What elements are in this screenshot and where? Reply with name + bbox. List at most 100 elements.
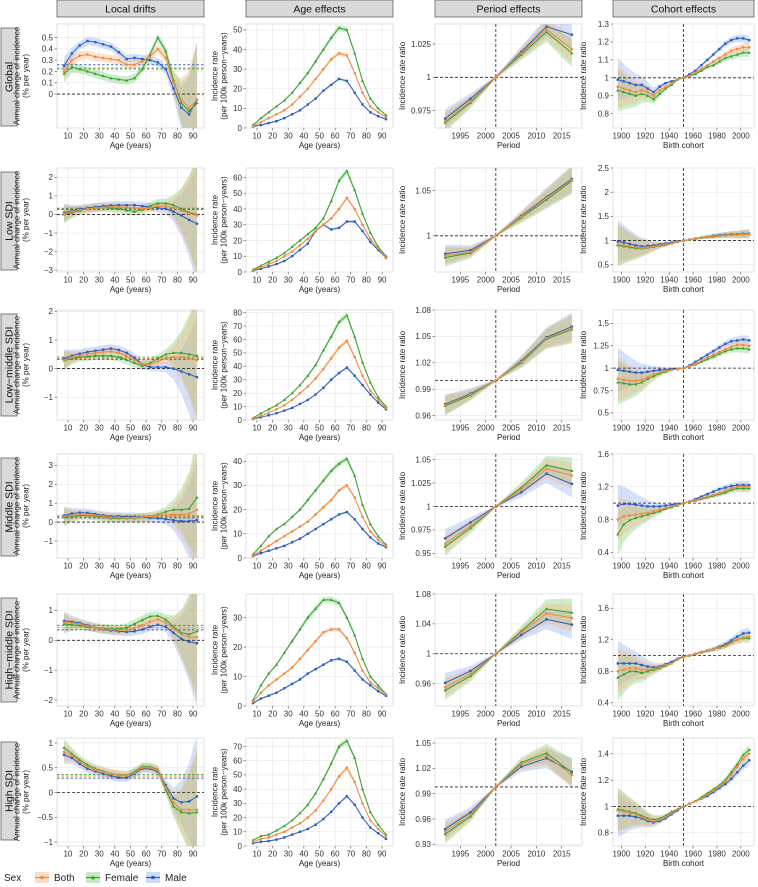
data-point-female bbox=[179, 207, 183, 210]
data-point-both bbox=[724, 644, 727, 648]
x-tick-label: 30 bbox=[284, 850, 293, 859]
x-tick-label: 30 bbox=[284, 710, 293, 719]
data-point-both bbox=[376, 247, 380, 250]
data-point-both bbox=[298, 525, 302, 528]
data-point-female bbox=[337, 320, 341, 324]
data-point-male bbox=[148, 365, 152, 369]
series-line-both bbox=[252, 484, 387, 557]
data-point-both bbox=[570, 616, 574, 620]
data-point-female bbox=[628, 382, 632, 386]
row-title-low-sdi: Low SDI bbox=[4, 201, 16, 241]
x-axis-label: Age (years) bbox=[299, 571, 341, 580]
data-point-male bbox=[330, 228, 333, 231]
data-point-female bbox=[156, 614, 160, 617]
y-axis-label: Incidence rate ratio bbox=[398, 185, 407, 254]
x-tick-label: 1900 bbox=[612, 424, 630, 433]
data-point-male bbox=[298, 537, 302, 540]
x-tick-label: 90 bbox=[378, 710, 387, 719]
legend-item-both[interactable]: Both bbox=[35, 872, 75, 884]
data-point-female bbox=[735, 486, 739, 490]
data-point-both bbox=[700, 359, 703, 363]
data-point-female bbox=[570, 610, 574, 614]
data-point-male bbox=[634, 503, 637, 506]
x-tick-label: 2010 bbox=[527, 424, 545, 433]
data-point-male bbox=[62, 64, 66, 68]
y-tick-label: 1.08 bbox=[415, 306, 431, 315]
x-tick-label: 1995 bbox=[451, 850, 469, 859]
data-point-male bbox=[109, 774, 113, 777]
data-point-male bbox=[298, 830, 302, 833]
data-point-male bbox=[156, 206, 160, 210]
x-tick-label: 40 bbox=[299, 562, 308, 571]
x-tick-label: 1940 bbox=[660, 710, 678, 719]
series-line-both bbox=[444, 28, 573, 122]
data-point-male bbox=[748, 339, 751, 342]
data-point-both bbox=[646, 511, 649, 515]
data-point-male bbox=[322, 663, 325, 666]
data-point-male bbox=[706, 492, 709, 496]
data-point-both bbox=[109, 205, 113, 209]
data-point-male bbox=[570, 325, 574, 328]
legend-marker-both bbox=[40, 875, 44, 880]
data-point-male bbox=[172, 797, 175, 800]
y-tick-label: 40 bbox=[233, 362, 242, 371]
data-point-female bbox=[187, 632, 191, 636]
y-axis-label: (% per year) bbox=[22, 628, 31, 672]
data-point-female bbox=[124, 626, 129, 629]
data-point-male bbox=[646, 819, 649, 823]
data-point-male bbox=[195, 518, 199, 522]
data-point-female bbox=[298, 627, 302, 631]
data-point-male bbox=[376, 690, 380, 693]
data-point-male bbox=[634, 815, 637, 819]
x-tick-label: 10 bbox=[252, 562, 261, 571]
data-point-both bbox=[694, 71, 697, 74]
data-point-both bbox=[62, 621, 66, 624]
x-axis-label: Age (years) bbox=[299, 141, 341, 150]
data-point-both bbox=[195, 214, 199, 217]
data-point-male bbox=[646, 87, 649, 90]
data-point-both bbox=[735, 638, 739, 642]
data-point-both bbox=[658, 508, 661, 511]
data-point-female bbox=[329, 36, 333, 39]
data-point-female bbox=[179, 351, 183, 354]
data-point-both bbox=[133, 627, 136, 630]
x-tick-label: 90 bbox=[189, 562, 198, 571]
data-point-female bbox=[622, 381, 626, 385]
data-point-both bbox=[353, 71, 356, 75]
data-point-male bbox=[117, 203, 120, 207]
data-point-female bbox=[259, 263, 263, 267]
data-point-male bbox=[275, 119, 278, 123]
data-point-female bbox=[747, 486, 751, 490]
data-point-both bbox=[469, 524, 472, 528]
data-point-male bbox=[628, 502, 631, 506]
data-point-female bbox=[195, 495, 199, 499]
legend-item-female[interactable]: Female bbox=[86, 872, 139, 884]
x-axis-label: Birth cohort bbox=[663, 433, 705, 442]
legend-item-male[interactable]: Male bbox=[146, 872, 187, 884]
data-point-male bbox=[376, 401, 380, 404]
data-point-both bbox=[652, 245, 655, 248]
x-tick-label: 2000 bbox=[732, 850, 750, 859]
y-tick-label: 10 bbox=[233, 402, 242, 411]
data-point-both bbox=[700, 651, 703, 654]
data-point-male bbox=[361, 816, 364, 819]
y-tick-label: −1 bbox=[44, 393, 54, 402]
data-point-both bbox=[251, 269, 255, 272]
data-point-female bbox=[85, 763, 90, 766]
x-tick-label: 80 bbox=[362, 562, 371, 571]
data-point-both bbox=[117, 351, 121, 355]
y-tick-label: 0.2 bbox=[42, 67, 54, 76]
data-point-both bbox=[172, 801, 175, 804]
data-point-male bbox=[622, 502, 625, 506]
data-point-both bbox=[283, 403, 286, 407]
data-point-female bbox=[544, 30, 549, 34]
series-line-both bbox=[252, 197, 387, 271]
data-point-both bbox=[570, 178, 574, 182]
data-point-female bbox=[337, 601, 341, 604]
y-tick-label: 0 bbox=[238, 124, 243, 133]
data-point-both bbox=[376, 827, 380, 831]
ci-band-both bbox=[617, 42, 750, 108]
series-line-both bbox=[63, 618, 197, 638]
data-point-both bbox=[267, 544, 270, 548]
